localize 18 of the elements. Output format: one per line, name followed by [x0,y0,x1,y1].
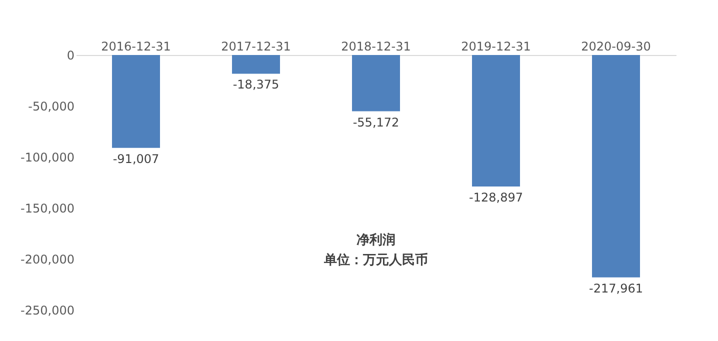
text: 净利润 [356,232,396,248]
y-tick-label: -150,000 [20,202,74,216]
data-label: -128,897 [469,190,523,204]
x-tick-label: 2017-12-31 [221,40,291,54]
x-tick-label: 2019-12-31 [461,40,531,54]
data-label: -55,172 [352,115,400,130]
x-tick-label: 2020-09-30 [581,40,651,54]
y-tick-label: -250,000 [20,304,74,318]
y-tick-label: 0 [66,48,74,62]
y-tick-label: -50,000 [28,100,74,114]
data-label: -91,007 [112,152,160,166]
x-tick-label: 2016-12-31 [101,40,171,54]
y-tick-label: -100,000 [20,150,74,164]
data-label: -217,961 [589,281,643,296]
text: 单位：万元人民币 [323,252,428,268]
y-tick-label: -200,000 [20,252,74,266]
x-tick-label: 2018-12-31 [341,40,411,54]
data-label: -18,375 [232,78,280,92]
